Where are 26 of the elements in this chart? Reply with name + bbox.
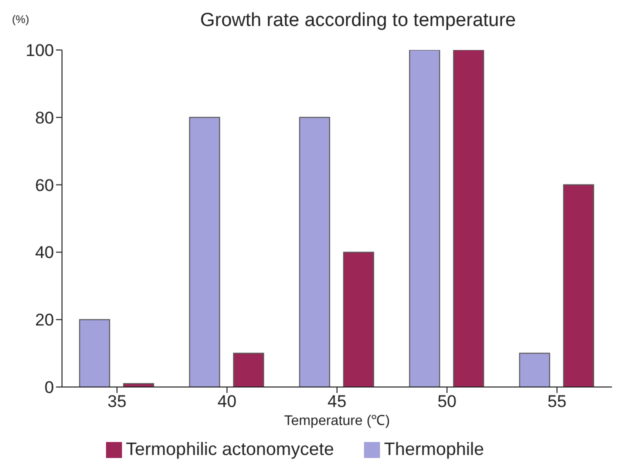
y-tick-label: 80 — [35, 108, 54, 128]
x-tick-label: 55 — [548, 392, 566, 412]
x-tick-label: 35 — [108, 392, 126, 412]
y-axis-title: (%) — [12, 14, 30, 26]
y-tick-label: 0 — [44, 378, 54, 398]
y-tick-label: 40 — [35, 243, 54, 262]
bar — [79, 319, 110, 387]
bar — [233, 352, 264, 387]
bar — [189, 116, 220, 387]
bar — [453, 50, 484, 387]
bar — [519, 352, 550, 387]
bar — [343, 252, 374, 387]
x-tick-label: 40 — [218, 392, 236, 412]
chart-title: Growth rate according to temperature — [199, 10, 517, 32]
x-tick-label: 50 — [438, 392, 456, 412]
y-tick-label: 20 — [35, 310, 54, 330]
bar — [123, 383, 154, 387]
bar — [299, 116, 330, 387]
y-tick-label: 60 — [35, 176, 54, 195]
y-tick-label: 100 — [26, 41, 54, 60]
bar — [409, 50, 440, 387]
legend-label: Termophilic actonomycete — [126, 439, 334, 459]
x-tick-label: 45 — [328, 392, 346, 412]
legend-label: Thermophile — [384, 439, 484, 459]
bar — [563, 184, 594, 387]
x-axis-title: Temperature (℃) — [284, 412, 390, 428]
